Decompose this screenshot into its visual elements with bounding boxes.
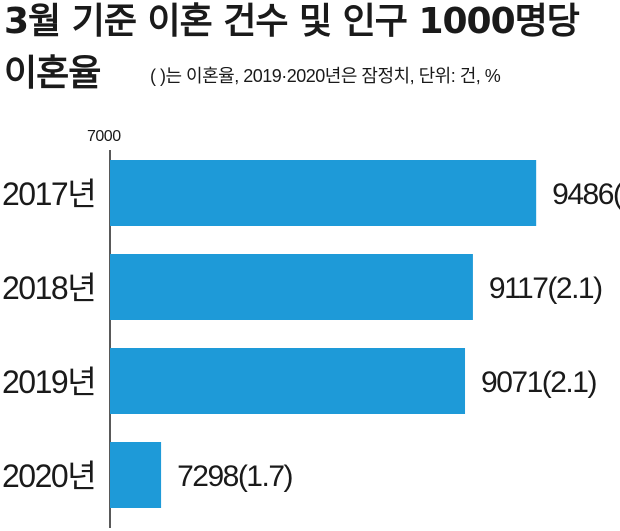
value-label-1: 9117(2.1)	[489, 272, 602, 305]
bar-2	[110, 348, 466, 414]
bar-3	[110, 442, 162, 508]
chart-title: 3월 기준 이혼 건수 및 인구 1000명당	[4, 1, 580, 42]
category-label-3: 2020년	[2, 458, 95, 494]
bar-1	[110, 254, 473, 320]
axis-start-tick-label: 7000	[87, 128, 121, 145]
chart-subtitle: ( )는 이혼율, 2019·2020년은 잠정치, 단위: 건, %	[150, 66, 501, 86]
bar-0	[110, 160, 537, 226]
value-label-3: 7298(1.7)	[177, 460, 292, 493]
category-label-1: 2018년	[2, 270, 95, 306]
category-label-0: 2017년	[2, 176, 95, 212]
value-label-2: 9071(2.1)	[481, 366, 596, 399]
chart-title-line2: 이혼율	[4, 53, 101, 94]
value-label-0: 9486(2.2)	[552, 178, 620, 211]
category-label-2: 2019년	[2, 364, 95, 400]
